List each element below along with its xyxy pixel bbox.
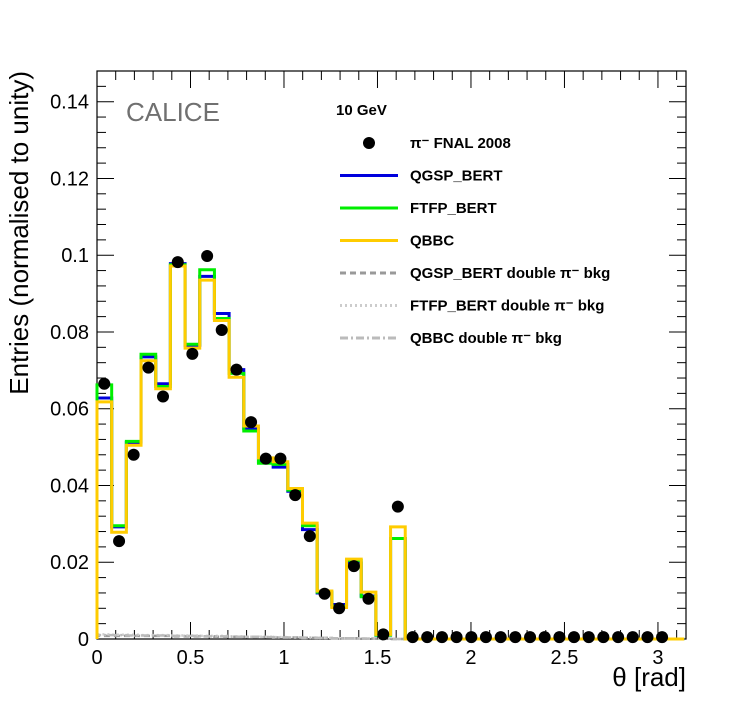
y-tick-label: 0.06: [50, 399, 89, 421]
histogram-series: [95, 262, 685, 641]
x-axis-ticks: 0 0.5 1 1.5 2 2.5 3: [91, 71, 678, 669]
x-tick-label: 0.5: [177, 647, 205, 669]
data-point: [215, 324, 228, 337]
watermark-label: CALICE: [126, 97, 220, 127]
data-point: [362, 592, 375, 605]
data-point: [524, 631, 537, 644]
y-tick-label: 0.1: [61, 245, 89, 267]
data-point: [450, 631, 463, 644]
data-point: [333, 602, 346, 615]
data-point: [201, 249, 214, 262]
data-point: [421, 631, 434, 644]
y-tick-label: 0: [78, 629, 89, 651]
legend-label: QBBC: [410, 233, 454, 250]
data-point: [98, 377, 111, 390]
data-point: [289, 489, 302, 502]
legend-marker-data: [363, 137, 375, 149]
data-point: [479, 631, 492, 644]
y-tick-label: 0.12: [50, 168, 89, 190]
data-point: [230, 363, 243, 376]
data-point: [567, 631, 580, 644]
data-point: [626, 631, 639, 644]
x-tick-label: 1.5: [364, 647, 392, 669]
legend-label: π⁻ FNAL 2008: [410, 135, 511, 152]
data-point: [303, 530, 316, 543]
data-point: [142, 361, 155, 374]
x-tick-label: 1: [278, 647, 289, 669]
data-point: [186, 347, 199, 360]
data-point: [259, 452, 272, 465]
legend: π⁻ FNAL 2008 QGSP_BERT FTFP_BERT QBBC QGSP_B…: [340, 135, 610, 347]
x-tick-label: 0: [91, 647, 102, 669]
data-point: [113, 535, 126, 548]
y-tick-label: 0.14: [50, 92, 89, 114]
x-tick-label: 2.5: [551, 647, 579, 669]
y-axis-title: Entries (normalised to unity): [4, 71, 34, 395]
x-tick-label: 2: [465, 647, 476, 669]
data-point: [656, 631, 669, 644]
data-point: [391, 500, 404, 513]
data-point: [127, 448, 140, 461]
data-point: [582, 631, 595, 644]
legend-label: QBBC double π⁻ bkg: [410, 330, 562, 347]
data-point: [553, 631, 566, 644]
y-tick-label: 0.04: [50, 475, 89, 497]
y-axis-ticks: 0 0.02 0.04 0.06 0.08 0.1 0.12 0.14: [50, 70, 686, 651]
data-point: [494, 631, 507, 644]
legend-label: FTFP_BERT: [410, 200, 497, 217]
data-point: [245, 416, 258, 429]
energy-label: 10 GeV: [336, 102, 387, 119]
data-point: [465, 631, 478, 644]
data-point: [318, 587, 331, 600]
data-point: [641, 631, 654, 644]
data-point: [538, 631, 551, 644]
data-point: [435, 631, 448, 644]
data-point: [597, 631, 610, 644]
data-point: [171, 256, 184, 269]
data-point: [347, 560, 360, 573]
data-points: [98, 249, 669, 644]
legend-label: FTFP_BERT double π⁻ bkg: [410, 298, 604, 315]
legend-label: QGSP_BERT double π⁻ bkg: [410, 265, 610, 282]
x-tick-label: 3: [652, 647, 663, 669]
series-line-qbbc: [95, 264, 685, 641]
data-point: [509, 631, 522, 644]
x-axis-title: θ [rad]: [612, 662, 686, 692]
data-point: [377, 628, 390, 641]
data-point: [157, 390, 170, 403]
y-tick-label: 0.08: [50, 322, 89, 344]
data-point: [274, 452, 287, 465]
legend-label: QGSP_BERT: [410, 168, 503, 185]
y-tick-label: 0.02: [50, 552, 89, 574]
data-point: [612, 631, 625, 644]
data-point: [406, 631, 419, 644]
